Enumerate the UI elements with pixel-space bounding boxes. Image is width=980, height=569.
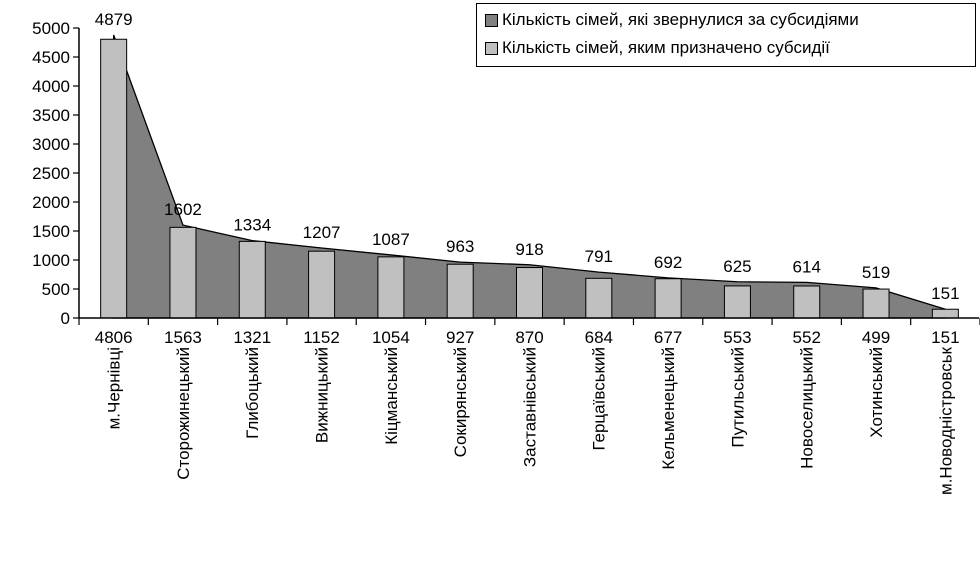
bar-granted [238, 240, 266, 319]
legend-swatch-granted [485, 41, 498, 55]
data-label-granted: 151 [931, 328, 959, 347]
y-tick-label: 500 [42, 280, 70, 299]
y-tick-label: 1000 [32, 251, 70, 270]
bar-granted [654, 278, 682, 319]
data-label-granted: 1321 [233, 328, 271, 347]
x-category-label: м.Новодністровськ [936, 346, 955, 495]
data-label-granted: 1152 [303, 328, 340, 347]
data-label-requested: 151 [931, 284, 959, 303]
x-category-label: Кіцманський [382, 347, 401, 445]
data-label-requested: 692 [654, 253, 682, 272]
data-label-granted: 677 [654, 328, 682, 347]
data-label-granted: 1563 [164, 328, 202, 347]
y-tick-label: 2000 [32, 193, 70, 212]
axes: 0 500 1000 1500 2000 2500 3000 3500 4000 4500 5000… [32, 19, 980, 495]
x-category-label: Новоселицький [798, 347, 817, 469]
legend-item-granted: Кількість сімей, яким призначено субсиді… [485, 38, 830, 58]
x-category-label: Герцаївський [590, 347, 609, 451]
y-tick-label: 3000 [32, 135, 70, 154]
data-label-requested: 791 [585, 247, 613, 266]
data-labels: 4879 1602 1334 1207 1087 963 918 791 692 625 614 51… [95, 10, 960, 347]
x-category-label: Сторожинецький [174, 347, 193, 480]
data-label-requested: 1334 [233, 216, 271, 235]
legend-swatch-requested [485, 13, 498, 27]
data-label-requested: 519 [862, 263, 890, 282]
data-label-granted: 1054 [372, 328, 410, 347]
data-label-granted: 4806 [95, 328, 133, 347]
y-tick-label: 2500 [32, 164, 70, 183]
x-category-label: Путильський [728, 347, 747, 448]
x-category-label: Кельменецький [659, 347, 678, 470]
data-label-requested: 1602 [164, 200, 202, 219]
data-label-requested: 963 [446, 237, 474, 256]
x-category-label: м.Чернівці [105, 347, 124, 429]
bar-granted [377, 256, 405, 319]
x-category-label: Вижницький [313, 347, 332, 443]
data-label-requested: 4879 [95, 10, 133, 29]
legend-item-requested: Кількість сімей, які звернулися за субси… [485, 10, 859, 30]
y-tick-label: 4000 [32, 77, 70, 96]
y-tick-label: 1500 [32, 222, 70, 241]
bar-granted [169, 226, 197, 319]
legend: Кількість сімей, які звернулися за субси… [476, 3, 976, 67]
legend-label-granted: Кількість сімей, яким призначено субсиді… [502, 38, 830, 57]
data-label-requested: 1207 [303, 223, 341, 242]
data-label-granted: 499 [862, 328, 890, 347]
x-category-label: Сокирянський [451, 347, 470, 457]
data-label-granted: 870 [515, 328, 543, 347]
data-label-granted: 684 [585, 328, 613, 347]
bar-granted [100, 38, 128, 319]
legend-label-requested: Кількість сімей, які звернулися за субси… [502, 10, 859, 29]
bar-granted [585, 277, 613, 319]
x-category-label: Глибоцький [243, 347, 262, 439]
data-label-requested: 614 [793, 257, 821, 276]
bar-granted [793, 285, 821, 319]
data-label-granted: 553 [723, 328, 751, 347]
data-label-granted: 927 [446, 328, 474, 347]
y-tick-label: 3500 [32, 106, 70, 125]
data-label-requested: 918 [515, 240, 543, 259]
bar-granted [308, 250, 336, 319]
bar-granted [516, 267, 543, 319]
x-category-label: Заставнівський [520, 347, 539, 467]
x-category-label: Хотинський [867, 347, 886, 438]
y-tick-label: 5000 [32, 19, 70, 38]
data-label-granted: 552 [793, 328, 821, 347]
data-label-requested: 1087 [372, 230, 410, 249]
area-series-requested [113, 34, 946, 319]
bar-granted [931, 308, 959, 319]
bar-granted [446, 263, 474, 319]
bar-granted [723, 285, 751, 319]
bar-granted [862, 288, 890, 319]
bar-series-layer [100, 38, 959, 319]
y-tick-label: 0 [61, 309, 70, 328]
area-series-layer [113, 34, 946, 319]
data-label-requested: 625 [723, 257, 751, 276]
y-tick-label: 4500 [32, 48, 70, 67]
